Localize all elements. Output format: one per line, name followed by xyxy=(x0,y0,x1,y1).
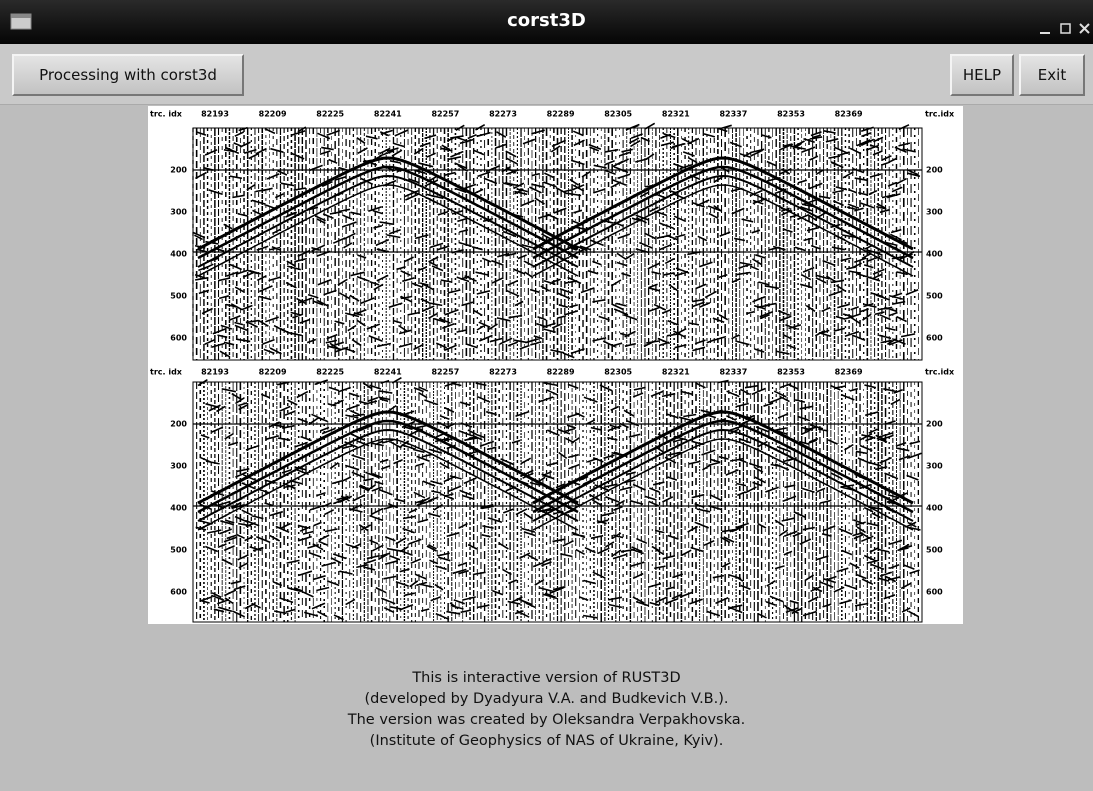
x-tick-label: 82241 xyxy=(374,110,402,119)
x-tick-label: 82305 xyxy=(604,110,632,119)
title-bar: corst3D xyxy=(0,0,1093,44)
left-header: trc. idx xyxy=(150,110,183,119)
x-tick-label: 82225 xyxy=(316,368,344,377)
x-tick-label: 82321 xyxy=(662,368,690,377)
x-tick-label: 82257 xyxy=(431,368,459,377)
x-tick-label: 82241 xyxy=(374,368,402,377)
footer-line: (developed by Dyadyura V.A. and Budkevic… xyxy=(0,689,1093,710)
y-tick-label-right: 400 xyxy=(926,250,943,259)
y-tick-label: 400 xyxy=(170,504,187,513)
x-tick-label: 82321 xyxy=(662,110,690,119)
y-tick-label-right: 500 xyxy=(926,292,943,301)
x-tick-label: 82193 xyxy=(201,368,229,377)
x-tick-label: 82337 xyxy=(719,110,747,119)
x-tick-label: 82369 xyxy=(835,110,863,119)
seismic-image: trc. idx trc.idx 82193 82209 82225 82241 82257… xyxy=(148,106,963,624)
y-tick-label: 300 xyxy=(170,208,187,217)
y-tick-label-right: 600 xyxy=(926,588,943,597)
x-tick-label: 82273 xyxy=(489,368,517,377)
y-tick-label-right: 400 xyxy=(926,504,943,513)
x-tick-label: 82225 xyxy=(316,110,344,119)
y-tick-label-right: 500 xyxy=(926,546,943,555)
x-tick-label: 82193 xyxy=(201,110,229,119)
y-tick-label-right: 300 xyxy=(926,208,943,217)
y-tick-label: 300 xyxy=(170,462,187,471)
y-tick-label: 600 xyxy=(170,588,187,597)
right-header: trc.idx xyxy=(925,368,955,377)
processing-button[interactable]: Processing with corst3d xyxy=(12,54,244,96)
x-tick-label: 82209 xyxy=(259,368,287,377)
y-tick-label: 600 xyxy=(170,334,187,343)
footer-line: The version was created by Oleksandra Ve… xyxy=(0,710,1093,731)
x-tick-label: 82353 xyxy=(777,368,805,377)
y-tick-label: 500 xyxy=(170,292,187,301)
x-tick-label: 82337 xyxy=(719,368,747,377)
y-tick-label-right: 300 xyxy=(926,462,943,471)
y-tick-label-right: 600 xyxy=(926,334,943,343)
x-tick-label: 82353 xyxy=(777,110,805,119)
y-tick-label: 200 xyxy=(170,420,187,429)
help-button[interactable]: HELP xyxy=(950,54,1014,96)
right-header: trc.idx xyxy=(925,110,955,119)
toolbar: Processing with corst3d HELP Exit xyxy=(0,44,1093,105)
exit-button[interactable]: Exit xyxy=(1019,54,1085,96)
window-title: corst3D xyxy=(0,10,1093,31)
footer-line: (Institute of Geophysics of NAS of Ukrai… xyxy=(0,731,1093,752)
x-tick-label: 82289 xyxy=(547,368,575,377)
x-tick-label: 82273 xyxy=(489,110,517,119)
footer-line: This is interactive version of RUST3D xyxy=(0,668,1093,689)
x-tick-label: 82257 xyxy=(431,110,459,119)
footer: This is interactive version of RUST3D (d… xyxy=(0,668,1093,752)
y-tick-label: 400 xyxy=(170,250,187,259)
y-tick-label: 500 xyxy=(170,546,187,555)
y-tick-label-right: 200 xyxy=(926,166,943,175)
image-background xyxy=(148,106,963,624)
x-tick-label: 82369 xyxy=(835,368,863,377)
y-tick-label-right: 200 xyxy=(926,420,943,429)
app-window: corst3D Processing with corst3d HELP Exi… xyxy=(0,0,1093,791)
y-tick-label: 200 xyxy=(170,166,187,175)
x-tick-label: 82289 xyxy=(547,110,575,119)
x-tick-label: 82209 xyxy=(259,110,287,119)
x-tick-label: 82305 xyxy=(604,368,632,377)
left-header: trc. idx xyxy=(150,368,183,377)
